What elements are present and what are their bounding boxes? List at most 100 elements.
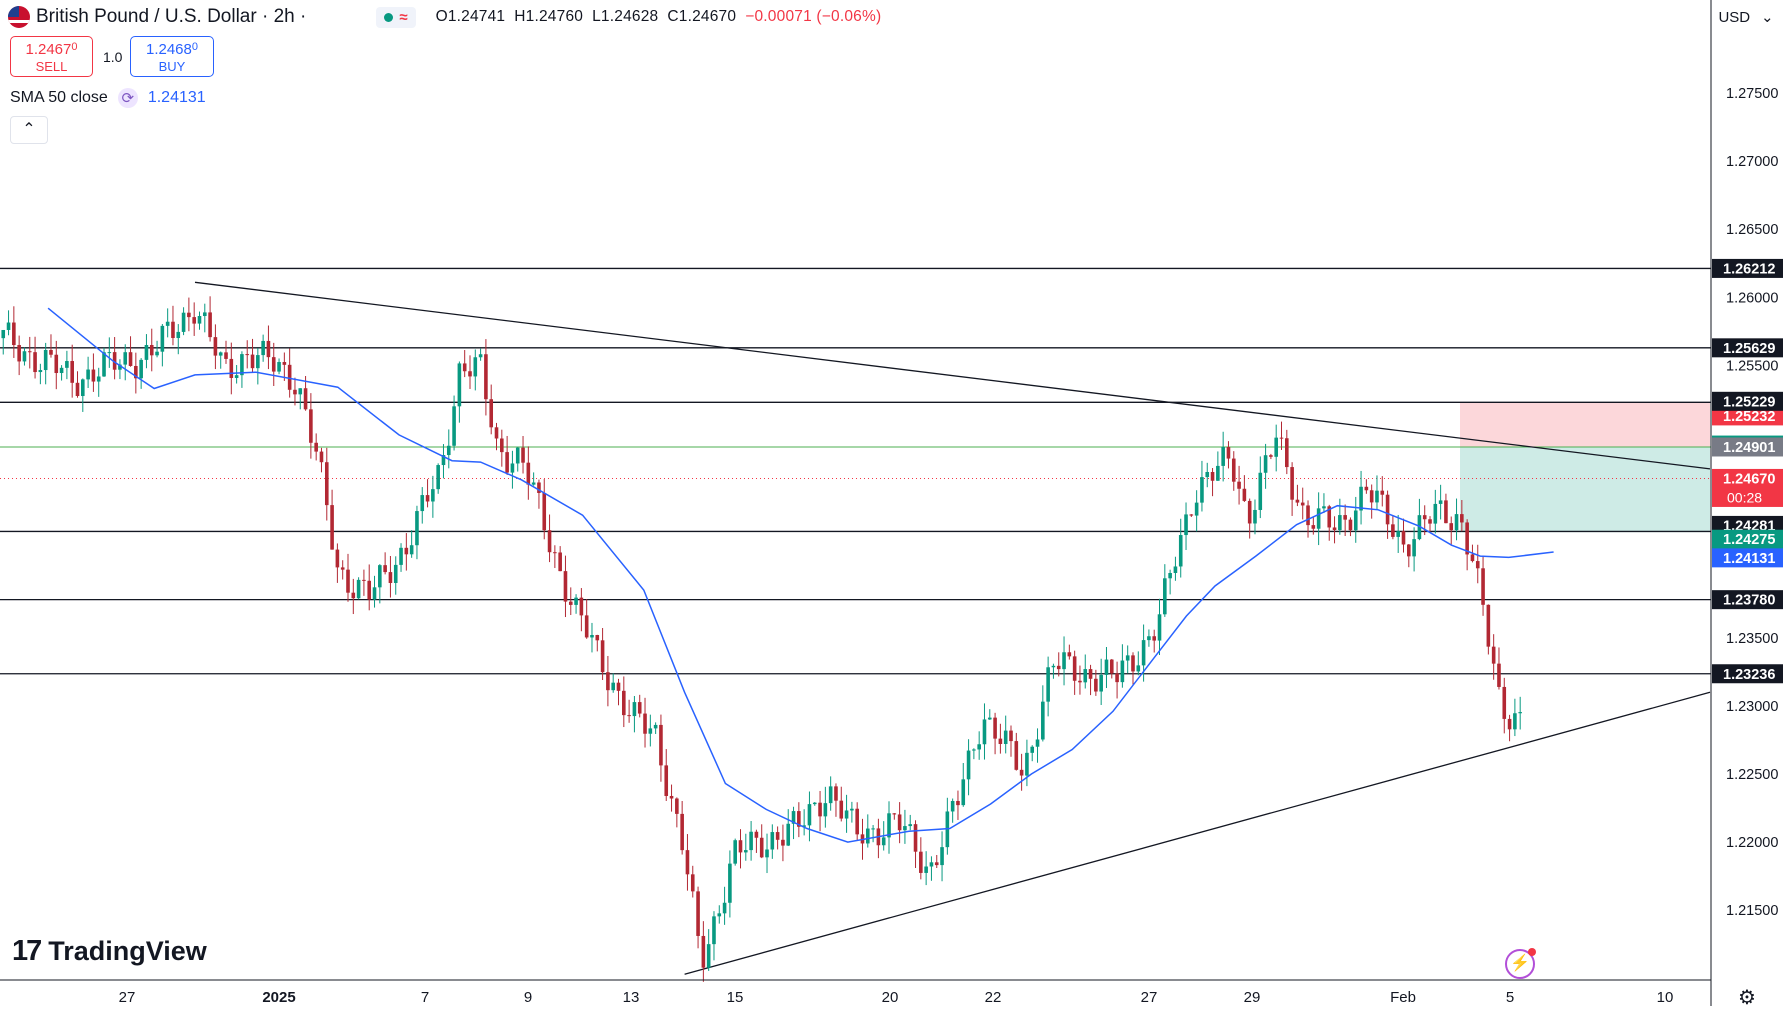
y-tick-label: 1.22000 <box>1726 835 1778 851</box>
candle-body <box>425 495 430 502</box>
candle-body <box>229 358 234 378</box>
candle-body <box>409 545 414 555</box>
candle-body <box>531 482 536 485</box>
candle-body <box>1072 656 1077 681</box>
candle-body <box>176 331 181 339</box>
candle-body <box>982 719 987 745</box>
candle-body <box>282 362 287 365</box>
lightning-icon[interactable]: ⚡ <box>1505 948 1536 979</box>
candle-body <box>664 765 669 796</box>
collapse-legend-button[interactable]: ⌃ <box>10 116 48 144</box>
candle-body <box>1247 500 1252 524</box>
candle-body <box>75 382 80 397</box>
candle-body <box>112 352 117 370</box>
chevron-up-icon: ⌃ <box>22 121 36 138</box>
candle-body <box>611 682 615 691</box>
candle-body <box>1338 515 1342 531</box>
candle-body <box>1290 467 1294 500</box>
price-label-text: 1.25229 <box>1723 394 1775 410</box>
currency-selector[interactable]: USD ⌄ <box>1713 3 1779 31</box>
settings-gear-icon[interactable]: ⚙ <box>1738 987 1756 1009</box>
candle-body <box>722 902 727 914</box>
candle-body <box>887 813 891 838</box>
candle-body <box>144 345 149 360</box>
candle-body <box>420 495 425 512</box>
candle-body <box>303 388 308 410</box>
gbp-flag-icon <box>8 6 30 28</box>
candle-body <box>484 354 488 400</box>
candle-body <box>956 800 960 806</box>
candle-body <box>1136 665 1141 672</box>
candle-body <box>197 316 202 324</box>
tradingview-logo[interactable]: 17 TradingView <box>12 935 207 968</box>
x-tick-label: 13 <box>623 989 640 1006</box>
y-tick-label: 1.27500 <box>1726 86 1778 102</box>
y-tick-label: 1.26000 <box>1726 290 1778 306</box>
candle-body <box>1051 665 1056 668</box>
sma-50-path <box>47 307 1554 843</box>
candle-body <box>865 828 870 844</box>
candle-body <box>802 825 806 827</box>
candle-body <box>123 352 128 365</box>
candle-body <box>897 814 902 831</box>
candle-body <box>330 505 334 550</box>
price-label-bg <box>1712 258 1783 278</box>
candle-body <box>590 634 594 638</box>
candle-body <box>1279 437 1284 439</box>
candle-body <box>33 352 37 373</box>
candle-body <box>309 409 313 443</box>
y-tick-label: 1.26500 <box>1726 222 1778 238</box>
candle-body <box>1083 669 1088 683</box>
price-label-bg <box>1712 468 1783 507</box>
candle-body <box>250 354 255 369</box>
buy-button[interactable]: 1.24680 BUY <box>130 36 214 77</box>
candle-body <box>500 438 504 453</box>
candle-body <box>1269 455 1273 457</box>
candle-body <box>314 442 318 452</box>
candle-body <box>595 634 600 641</box>
candle-body <box>547 530 552 553</box>
candle-body <box>1178 535 1183 567</box>
candle-body <box>643 713 647 734</box>
candle-body <box>669 795 674 799</box>
candle-body <box>1460 514 1464 523</box>
candle-body <box>446 445 451 456</box>
candle-body <box>1343 515 1347 520</box>
price-label-text: 1.24131 <box>1723 551 1775 567</box>
y-tick-label: 1.22500 <box>1726 767 1778 783</box>
candle-body <box>648 728 653 734</box>
x-tick-label: 29 <box>1244 989 1261 1006</box>
sell-price-small: 0 <box>71 41 78 53</box>
candle-body <box>855 808 859 835</box>
candle-body <box>1263 455 1268 473</box>
price-label-text: 1.24901 <box>1723 440 1775 456</box>
market-status-pill[interactable]: ≈ <box>376 6 416 28</box>
candle-body <box>1067 652 1072 657</box>
candle-body <box>356 579 361 599</box>
candle-body <box>1046 667 1050 702</box>
candle-body <box>1 329 6 339</box>
candle-body <box>627 715 631 717</box>
candle-body <box>850 808 854 811</box>
refresh-icon[interactable]: ⟳ <box>117 88 138 108</box>
candle-body <box>1353 510 1358 531</box>
candle-body <box>632 702 637 717</box>
symbol-title[interactable]: British Pound / U.S. Dollar · 2h · <box>36 6 307 27</box>
price-label-bg <box>1712 664 1783 684</box>
candle-body <box>537 482 541 493</box>
sell-button[interactable]: 1.24670 SELL <box>10 36 93 77</box>
candle-body <box>202 312 207 317</box>
candle-body <box>1502 686 1507 719</box>
candle-body <box>622 690 626 716</box>
candle-body <box>187 312 191 318</box>
candle-body <box>574 597 578 605</box>
candle-body <box>1486 604 1491 647</box>
price-label-text: 1.23780 <box>1723 593 1775 609</box>
candle-body <box>653 724 658 729</box>
time-axis[interactable]: 27 2025 7 9 13 15 20 22 27 29 Feb 5 10 <box>0 979 1711 1006</box>
position-zones <box>1460 401 1710 533</box>
sma-indicator-legend[interactable]: SMA 50 close ⟳ 1.24131 <box>10 88 206 108</box>
candle-body <box>977 744 981 750</box>
candle-body <box>1035 739 1040 747</box>
